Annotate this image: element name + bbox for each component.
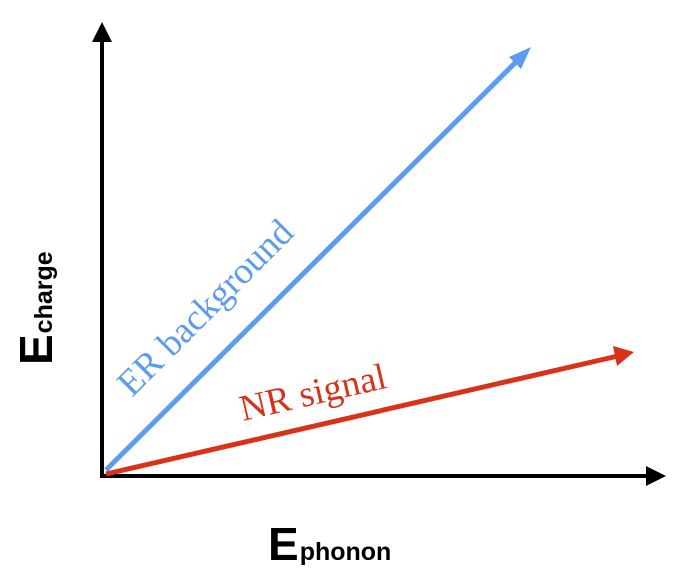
er-background-arrow xyxy=(104,47,531,472)
y-axis-title: Echarge xyxy=(10,251,62,365)
er-arrow-shaft xyxy=(104,57,521,472)
x-axis xyxy=(100,466,666,486)
y-axis-title-sub: charge xyxy=(30,251,58,333)
nr-signal-label: NR signal xyxy=(236,356,390,429)
er-background-label: ER background xyxy=(109,212,302,405)
er-arrowhead xyxy=(509,47,531,69)
y-axis-arrowhead xyxy=(92,22,112,42)
nr-arrow-shaft xyxy=(105,353,619,477)
nr-arrowhead xyxy=(613,346,634,366)
y-axis xyxy=(92,22,112,478)
y-axis-title-main: E xyxy=(10,334,62,365)
x-axis-arrowhead xyxy=(646,466,666,486)
x-axis-title: Ephonon xyxy=(268,518,391,570)
x-axis-title-sub: phonon xyxy=(300,538,392,566)
x-axis-title-main: E xyxy=(268,518,299,570)
nr-signal-arrow xyxy=(105,346,634,477)
